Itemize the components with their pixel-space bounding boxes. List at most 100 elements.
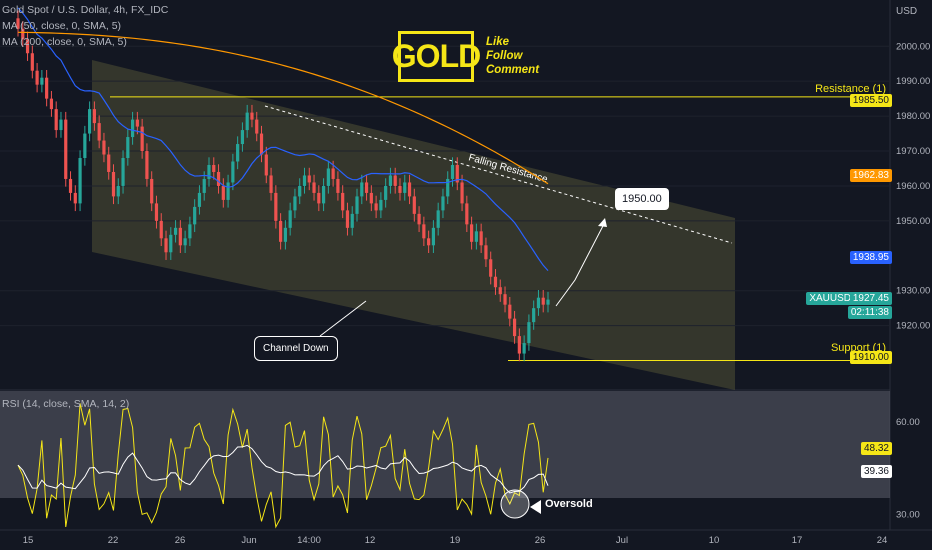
candle-body [403,182,407,193]
candle-body [73,192,77,204]
candle-body [417,213,421,225]
candle-body [302,175,307,186]
candle-body [21,28,25,40]
candle-body [407,182,412,197]
candle-body [216,171,221,186]
candle-body [283,227,287,242]
candle-body [517,336,521,354]
candle-body [460,182,464,204]
last-price-tag: 1927.45 [849,292,892,305]
candle-body [298,185,302,197]
like-word: Like [486,36,510,48]
candle-body [508,304,512,319]
candle-body [388,175,393,186]
countdown-tag: 02:11:38 [847,306,892,319]
candle-body [88,109,92,134]
price-tick-label: 1950.00 [896,216,930,227]
candle-body [446,178,450,197]
price-tick-label: 1970.00 [896,146,930,157]
time-tick-label: 26 [175,535,186,546]
rsi-tick-label: 30.00 [896,510,920,521]
ma50-line [17,7,549,272]
candle-body [398,185,402,193]
candle-body [83,133,87,159]
candle-body [16,18,20,29]
channel-down-area [92,60,735,390]
candle-body [49,98,54,110]
ma50-price-tag: 1938.95 [849,251,892,264]
channel-callout-pointer [319,300,367,337]
candle-body [164,238,168,253]
candle-body [393,175,397,186]
target-arrow [555,221,606,307]
candle-body [321,185,326,204]
time-tick-label: 17 [792,535,803,546]
candle-body [240,130,245,145]
candle-body [503,294,507,305]
candle-body [455,164,459,183]
candle-body [484,245,488,260]
candle-body [35,70,39,85]
target-callout: 1950.00 [615,188,669,210]
candle-body [436,210,440,228]
candle-body [212,164,216,172]
candle-body [140,126,144,152]
candle-body [107,154,111,172]
candle-body [226,182,230,200]
candle-body [546,299,550,305]
candle-body [193,206,197,225]
price-tick-label: 1930.00 [896,286,930,297]
candle-body [350,213,354,228]
follow-word: Follow [486,50,523,62]
resistance-price-tag: 1985.50 [849,94,892,107]
ma200-line [17,31,549,185]
candle-body [97,123,101,141]
candle-body [374,203,378,211]
candle-body [121,158,125,186]
candle-body [250,112,254,120]
candle-body [422,224,426,239]
candle-body [126,137,130,159]
oversold-label: Oversold [545,498,593,510]
rsi-ma-line [17,444,549,494]
candle-body [197,192,202,207]
rsi-value-tag: 48.32 [860,442,892,455]
candle-body [364,182,369,193]
target-arrow-head [598,218,607,227]
currency-label: USD [896,6,918,17]
candle-body [307,175,311,183]
ma200-legend: MA (200, close, 0, SMA, 5) [2,36,127,48]
candle-body [470,224,474,242]
candle-body [312,182,316,193]
candle-body [479,231,483,246]
candle-body [92,109,96,124]
rsi-ma-tag: 39.36 [860,465,892,478]
candle-body [111,171,116,197]
candle-body [188,224,192,239]
candle-body [45,77,49,99]
candle-body [293,196,297,211]
candle-body [231,161,235,183]
oversold-arrow [530,500,541,514]
candle-body [116,185,120,197]
candle-body [154,203,159,221]
candle-body [221,185,225,200]
price-tick-label: 1990.00 [896,76,930,87]
candle-body [202,178,206,193]
candle-body [493,276,498,288]
candle-body [159,220,163,239]
candle-body [474,231,478,242]
candle-body [489,259,493,277]
time-tick-label: 12 [365,535,376,546]
price-tick-label: 2000.00 [896,41,930,52]
rsi-line [17,403,549,529]
candle-body [130,119,135,138]
time-tick-label: 15 [23,535,34,546]
candle-body [465,203,469,225]
symbol-tag: XAUUSD [806,292,854,305]
candle-body [145,151,149,179]
candle-body [264,154,268,176]
candle-body [207,164,211,179]
candle-body [59,119,63,131]
